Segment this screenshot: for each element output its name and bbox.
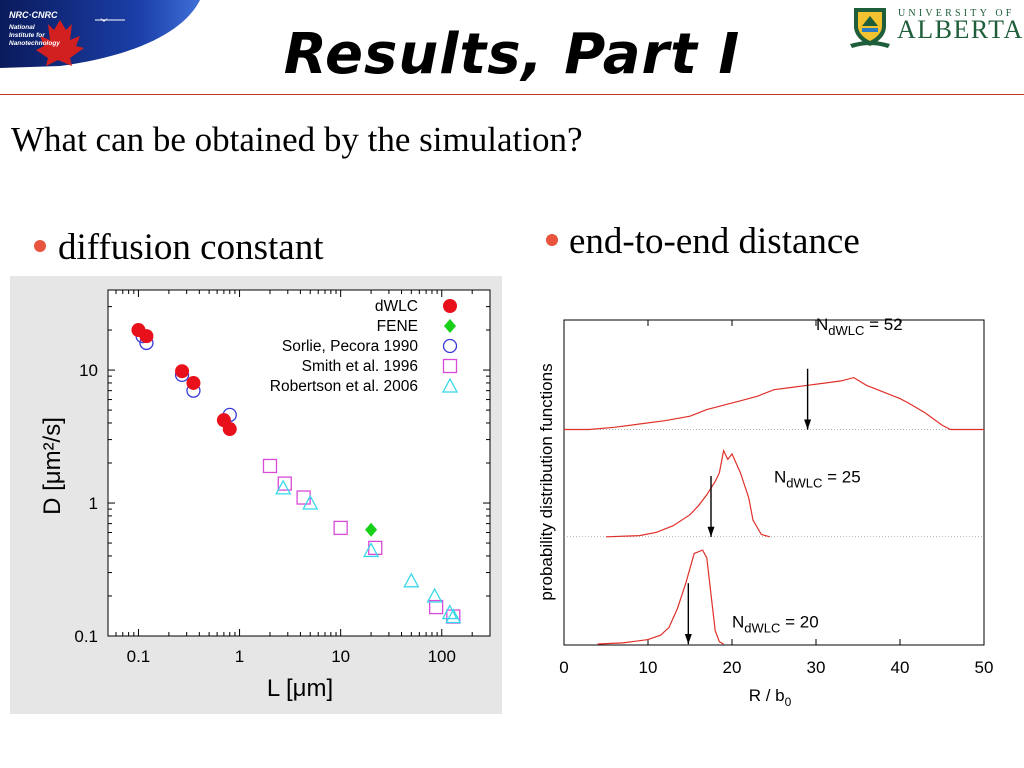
y-tick-label: 1 xyxy=(89,494,98,513)
x-tick-label: 0.1 xyxy=(127,647,151,666)
nrc-logo-line: Institute for xyxy=(9,32,45,39)
nrc-logo-line: Nanotechnology xyxy=(9,40,60,47)
x-axis-label: L [μm] xyxy=(267,675,333,702)
title-divider xyxy=(0,94,1024,95)
data-point xyxy=(362,542,380,558)
data-point xyxy=(277,476,292,491)
y-axis-label: D [μm²/s] xyxy=(39,417,66,515)
university-of-alberta-logo: UNIVERSITY OF ALBERTA xyxy=(848,4,1022,48)
data-point xyxy=(333,520,348,536)
data-point xyxy=(365,522,378,537)
x-tick-label: 40 xyxy=(891,658,910,677)
data-point xyxy=(139,329,154,344)
data-point xyxy=(441,604,458,620)
distribution-curve xyxy=(564,376,984,431)
data-point xyxy=(428,599,444,615)
x-axis-label: R / b0 xyxy=(749,686,792,709)
data-point xyxy=(186,375,201,390)
bullet-end-to-end-distance: end-to-end distance xyxy=(569,221,860,262)
curve-label: NdWLC = 25 xyxy=(774,468,861,491)
data-point xyxy=(302,494,319,510)
legend-marker xyxy=(442,358,458,374)
x-tick-label: 10 xyxy=(639,658,658,677)
y-tick-label: 10 xyxy=(79,361,98,380)
nrc-logo-text: NRC·CNRC xyxy=(9,10,58,20)
y-axis-label: probability distribution functions xyxy=(537,363,556,600)
distribution-curve xyxy=(597,549,724,645)
x-tick-label: 1 xyxy=(235,647,244,666)
curve-label: NdWLC = 20 xyxy=(732,612,819,635)
mean-arrow-head xyxy=(684,634,692,644)
data-point xyxy=(275,479,292,495)
data-point xyxy=(426,587,443,603)
legend-label: FENE xyxy=(377,318,418,335)
x-tick-label: 20 xyxy=(723,658,742,677)
x-tick-label: 100 xyxy=(428,647,456,666)
nrc-logo: NRC·CNRC National Institute for Nanotech… xyxy=(0,0,210,68)
end-to-end-chart: 0 10 20 30 40 50 NdWLC = 52 NdWLC = 25 NdWLC = … xyxy=(530,300,1010,720)
ua-logo-big-text: ALBERTA xyxy=(897,15,1024,44)
legend-marker xyxy=(444,319,456,333)
legend-label: Smith et al. 1996 xyxy=(302,358,418,375)
mean-arrow-head xyxy=(804,419,812,430)
data-point xyxy=(222,422,237,437)
x-tick-label: 10 xyxy=(331,647,350,666)
x-tick-label: 30 xyxy=(807,658,826,677)
distribution-curve xyxy=(605,448,770,538)
bullet-diffusion-constant: diffusion constant xyxy=(58,227,324,268)
nrc-logo-line: National xyxy=(9,24,35,31)
legend-marker xyxy=(443,299,457,313)
x-tick-label: 0 xyxy=(559,658,568,677)
legend-marker xyxy=(441,377,459,393)
bullet-dot-icon xyxy=(34,240,46,252)
y-tick-label: 0.1 xyxy=(74,627,98,646)
diffusion-chart: 0.1 1 10 100 0.1 1 10 dWLC FENE Sorlie, Pecora 1… xyxy=(10,276,502,714)
question-text: What can be obtained by the simulation? xyxy=(11,120,583,159)
legend-label: Robertson et al. 2006 xyxy=(270,378,418,395)
data-point xyxy=(175,364,190,379)
mean-arrow-head xyxy=(707,526,715,537)
curve-label: NdWLC = 52 xyxy=(816,315,903,338)
bullet-dot-icon xyxy=(546,234,558,246)
data-point xyxy=(262,458,278,474)
data-point xyxy=(403,572,420,588)
x-tick-label: 50 xyxy=(975,658,994,677)
legend-marker xyxy=(442,338,458,354)
plot-area xyxy=(563,319,985,646)
legend-label: dWLC xyxy=(375,298,418,315)
legend-label: Sorlie, Pecora 1990 xyxy=(282,338,419,355)
ua-logo-small-text: UNIVERSITY OF xyxy=(898,8,1015,19)
ua-crest-icon xyxy=(850,8,890,48)
slide-title: Results, Part I xyxy=(283,22,741,87)
data-point xyxy=(445,608,462,624)
